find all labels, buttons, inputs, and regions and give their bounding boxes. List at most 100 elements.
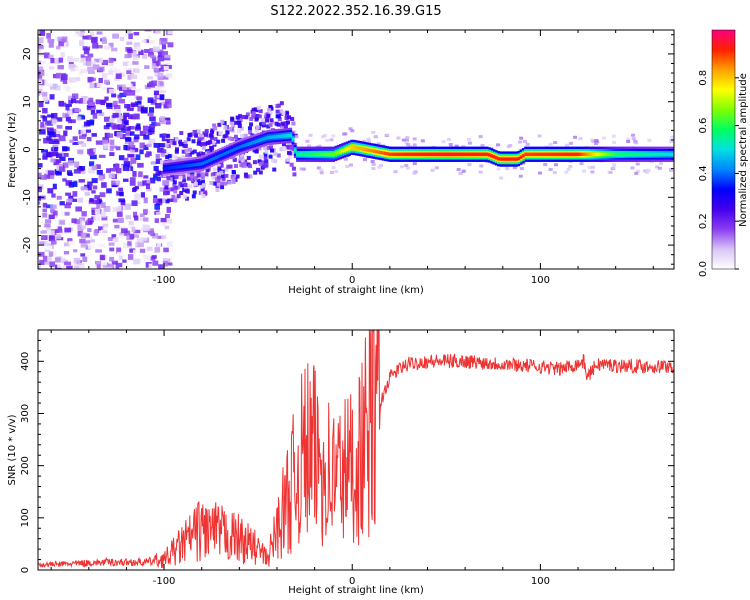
spectrogram-cell — [113, 104, 121, 110]
spectrogram-cell — [659, 162, 664, 166]
spectrogram-cell — [268, 123, 273, 128]
spectrogram-cell — [132, 61, 139, 65]
spectrogram-cell — [108, 57, 114, 63]
spectrogram-cell — [84, 191, 90, 196]
spectrogram-ridge-cell — [320, 152, 324, 156]
spectrogram-ridge-cell — [408, 152, 412, 156]
spectrogram-cell — [77, 149, 84, 154]
spectrogram-ridge-cell — [413, 152, 417, 156]
spectrogram-cell — [148, 52, 154, 57]
spectrogram-ridge-cell — [535, 152, 539, 156]
spectrogram-cell — [49, 208, 55, 213]
spectrogram-cell — [155, 103, 162, 109]
spectrogram-cell — [133, 137, 139, 143]
spectrogram-cell — [548, 142, 553, 146]
snr-x-label: Height of straight line (km) — [288, 585, 424, 596]
spectrogram-cell — [430, 168, 435, 172]
spectrogram-cell — [70, 119, 76, 124]
spectrogram-cell — [160, 217, 167, 223]
spectrogram-cell — [269, 118, 274, 123]
spectrogram-cell — [86, 35, 92, 40]
spectrogram-ridge-cell — [273, 135, 277, 139]
spectrogram-cell — [148, 263, 155, 269]
spectrogram-ridge-cell — [239, 144, 243, 149]
spectrogram-cell — [190, 177, 195, 182]
spectrogram-x-tick-label: 0 — [349, 275, 355, 286]
spectrogram-cell — [141, 70, 147, 76]
spectrogram-cell — [219, 181, 224, 186]
spectrogram-cell — [116, 119, 122, 124]
spectrogram-cell — [40, 121, 45, 128]
spectrogram-cell — [40, 175, 47, 180]
spectrogram-cell — [156, 49, 164, 53]
spectrogram-cell — [40, 60, 47, 66]
spectrogram-cell — [112, 218, 118, 223]
spectrogram-cell — [138, 81, 146, 85]
spectrogram-ridge-cell — [402, 152, 406, 156]
spectrogram-cell — [42, 107, 48, 114]
spectrogram-cell — [284, 114, 289, 119]
spectrogram-cell — [305, 139, 310, 143]
spectrogram-cell — [166, 144, 171, 149]
spectrogram-ridge-cell — [316, 152, 320, 156]
spectrogram-cell — [256, 167, 261, 172]
spectrogram-cell — [75, 206, 82, 212]
spectrogram-cell — [139, 248, 146, 253]
spectrogram-ridge-cell — [208, 158, 211, 163]
spectrogram-cell — [158, 67, 165, 72]
spectrogram-cell — [59, 201, 65, 206]
spectrogram-cell — [329, 171, 334, 175]
spectrogram-ridge-cell — [325, 152, 329, 156]
spectrogram-cell — [129, 131, 135, 136]
spectrogram-cell — [137, 105, 145, 112]
spectrogram-cell — [137, 47, 142, 52]
spectrogram-ridge-cell — [427, 152, 430, 156]
spectrogram-ridge-cell — [298, 152, 302, 156]
spectrogram-cell — [129, 248, 136, 253]
spectrogram-cell — [243, 133, 248, 138]
spectrogram-cell — [128, 33, 133, 40]
spectrogram-cell — [262, 164, 267, 169]
spectrogram-cell — [78, 135, 86, 140]
spectrogram-ridge-cell — [201, 161, 205, 166]
spectrogram-cell — [124, 103, 131, 109]
spectrogram-cell — [50, 204, 57, 209]
spectrogram-cell — [190, 150, 195, 155]
spectrogram-cell — [590, 138, 595, 142]
spectrogram-cell — [101, 260, 108, 266]
spectrogram-cell — [499, 176, 504, 180]
spectrogram-cell — [286, 120, 291, 125]
spectrogram-cell — [166, 241, 173, 247]
spectrogram-cell — [95, 140, 103, 145]
spectrogram-ridge-cell — [639, 152, 643, 156]
spectrogram-cell — [61, 36, 68, 42]
spectrogram-cell — [54, 147, 59, 152]
spectrogram-cell — [67, 172, 73, 176]
spectrogram-cell — [68, 240, 75, 246]
spectrogram-cell — [196, 178, 201, 183]
spectrogram-cell — [150, 99, 157, 105]
spectrogram-cell — [127, 104, 135, 110]
spectrogram-ridge-cell — [666, 152, 670, 156]
spectrogram-cell — [254, 129, 259, 134]
spectrogram-cell — [42, 152, 48, 156]
spectrogram-cell — [404, 138, 409, 142]
spectrogram-cell — [150, 55, 156, 59]
spectrogram-cell — [198, 151, 203, 156]
colorbar-label: Normalized spectral amplitude — [738, 73, 749, 227]
spectrogram-cell — [187, 147, 192, 152]
spectrogram-cell — [634, 171, 639, 175]
spectrogram-cell — [657, 166, 662, 170]
spectrogram-cell — [164, 117, 171, 121]
spectrogram-cell — [56, 234, 62, 240]
spectrogram-cell — [281, 110, 286, 115]
spectrogram-ridge-cell — [390, 152, 394, 156]
spectrogram-cell — [182, 194, 187, 199]
spectrogram-cell — [74, 219, 80, 225]
spectrogram-ridge-cell — [494, 156, 498, 160]
spectrogram-cell — [519, 136, 524, 140]
spectrogram-cell — [291, 121, 296, 126]
spectrogram-cell — [343, 132, 348, 136]
spectrogram-cell — [173, 185, 178, 190]
spectrogram-cell — [269, 148, 274, 153]
